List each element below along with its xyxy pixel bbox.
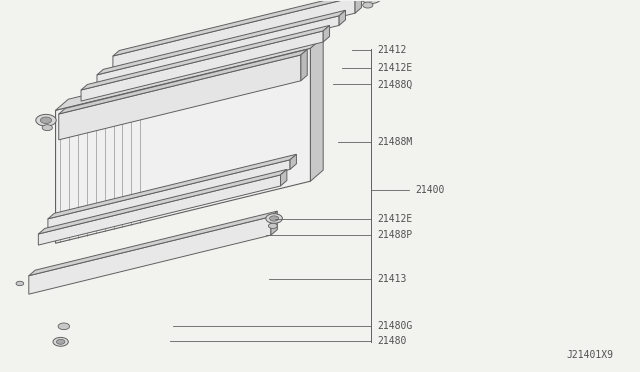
Polygon shape [97, 10, 346, 75]
Polygon shape [59, 49, 307, 114]
Circle shape [40, 117, 52, 124]
Polygon shape [97, 16, 339, 84]
Text: 21488Q: 21488Q [378, 80, 413, 89]
Circle shape [363, 2, 373, 8]
Text: 21480: 21480 [378, 336, 407, 346]
Polygon shape [48, 160, 290, 228]
Text: 21400: 21400 [415, 185, 445, 195]
Circle shape [42, 125, 52, 131]
Polygon shape [56, 37, 323, 110]
Polygon shape [339, 10, 346, 25]
Text: 21412E: 21412E [378, 63, 413, 73]
Circle shape [58, 323, 70, 330]
Polygon shape [301, 49, 307, 81]
Polygon shape [48, 154, 296, 219]
Text: 21488P: 21488P [378, 230, 413, 240]
Polygon shape [29, 211, 277, 276]
Text: 21413: 21413 [378, 274, 407, 284]
Circle shape [16, 281, 24, 286]
Polygon shape [29, 217, 271, 294]
Circle shape [361, 0, 381, 4]
Polygon shape [113, 0, 362, 56]
Polygon shape [280, 169, 287, 186]
Polygon shape [271, 211, 277, 235]
Polygon shape [290, 154, 296, 169]
Polygon shape [323, 25, 330, 42]
Circle shape [365, 0, 376, 1]
Polygon shape [38, 175, 280, 245]
Circle shape [266, 214, 282, 223]
Polygon shape [38, 169, 287, 234]
Polygon shape [355, 0, 362, 13]
Text: 21412E: 21412E [378, 214, 413, 224]
Polygon shape [310, 37, 323, 181]
Circle shape [36, 114, 56, 126]
Polygon shape [81, 25, 330, 90]
Text: 21480G: 21480G [378, 321, 413, 331]
Circle shape [53, 337, 68, 346]
Text: 21488M: 21488M [378, 137, 413, 147]
Polygon shape [113, 0, 355, 72]
Text: J21401X9: J21401X9 [566, 350, 613, 359]
Polygon shape [81, 31, 323, 101]
Circle shape [56, 339, 65, 344]
Circle shape [268, 223, 277, 228]
Text: 21412: 21412 [378, 45, 407, 55]
Circle shape [269, 216, 278, 221]
Polygon shape [59, 55, 301, 140]
Polygon shape [56, 48, 310, 243]
